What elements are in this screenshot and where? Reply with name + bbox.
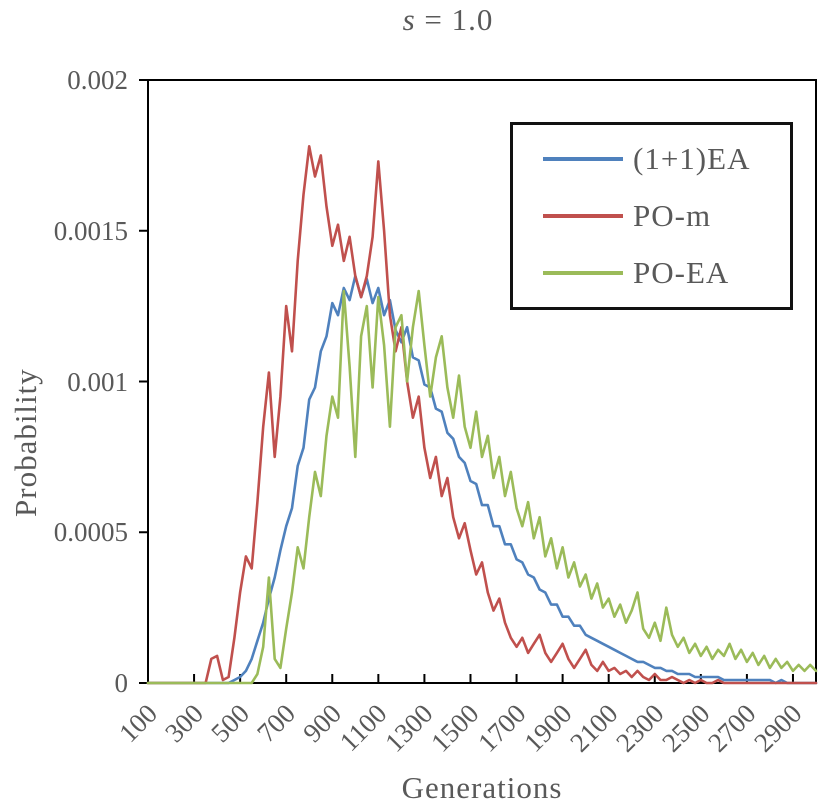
y-tick-label: 0.0005 (53, 517, 128, 548)
legend-label: PO-m (633, 197, 712, 233)
series-line-(1+1)EA (146, 274, 818, 685)
legend-line-sample (543, 213, 623, 218)
legend-label: (1+1)EA (633, 140, 751, 176)
chart-title-variable: s (402, 2, 416, 37)
legend-item: (1+1)EA (543, 141, 790, 177)
series-line-PO-m (146, 145, 818, 685)
legend: (1+1)EA PO-m PO-EA (510, 122, 793, 310)
legend-line-sample (543, 156, 623, 161)
chart-title: s = 1.0 (148, 2, 748, 38)
chart-title-value: = 1.0 (415, 2, 494, 37)
x-axis-title: Generations (401, 770, 563, 805)
legend-item: PO-m (543, 198, 790, 234)
y-tick-label: 0.0015 (53, 215, 128, 246)
legend-line-sample (543, 271, 623, 276)
legend-label: PO-EA (633, 255, 730, 291)
y-tick-label: 0.001 (67, 366, 128, 397)
y-tick-label: 0 (114, 668, 129, 698)
y-tick-label: 0.002 (67, 65, 128, 95)
series-line-PO-EA (146, 289, 818, 685)
legend-item: PO-EA (543, 255, 790, 291)
